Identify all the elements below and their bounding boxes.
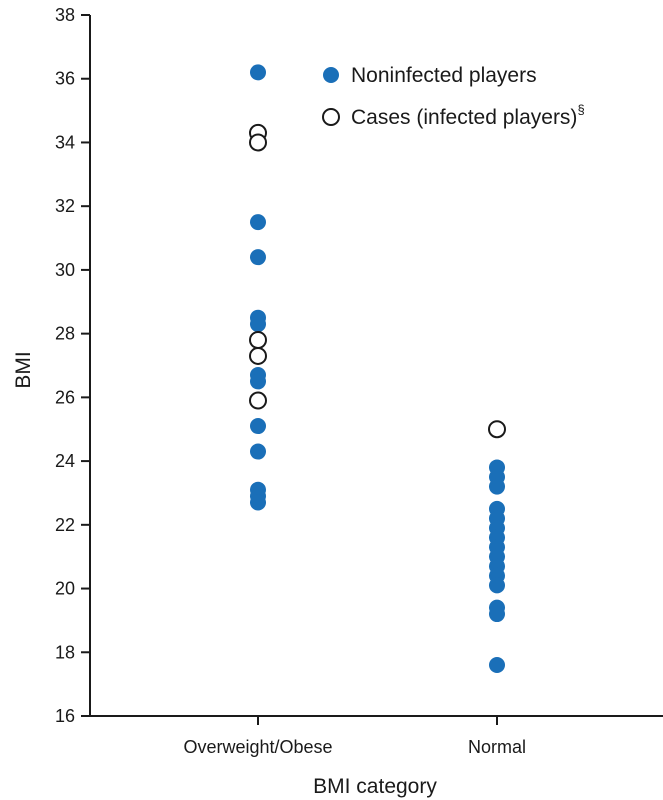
y-tick-label: 16 — [55, 706, 75, 726]
x-tick-label: Normal — [468, 737, 526, 757]
noninfected-point — [489, 657, 505, 674]
y-tick-label: 32 — [55, 196, 75, 216]
y-axis-title: BMI — [12, 351, 35, 388]
noninfected-point — [250, 418, 266, 435]
legend-label-cases-text: Cases (infected players) — [351, 106, 577, 129]
y-tick-label: 24 — [55, 451, 75, 471]
x-axis-title: BMI category — [313, 775, 437, 798]
case-point — [249, 331, 267, 350]
legend-label-cases: Cases (infected players)§ — [351, 102, 585, 129]
x-tick-label: Overweight/Obese — [183, 737, 332, 757]
y-tick-label: 36 — [55, 69, 75, 89]
case-point — [249, 391, 267, 410]
noninfected-point — [250, 494, 266, 511]
legend: Noninfected players Cases (infected play… — [322, 64, 585, 129]
y-tick-label: 30 — [55, 260, 75, 280]
y-tick-label: 20 — [55, 579, 75, 599]
noninfected-point — [250, 249, 266, 266]
y-tick-label: 26 — [55, 387, 75, 407]
case-point — [249, 346, 267, 365]
case-point — [249, 133, 267, 152]
y-tick-label: 28 — [55, 324, 75, 344]
y-tick-label: 22 — [55, 515, 75, 535]
case-point — [488, 420, 506, 439]
legend-label-cases-superscript: § — [577, 102, 584, 117]
y-tick-label: 38 — [55, 5, 75, 25]
noninfected-point — [250, 316, 266, 333]
data-points — [249, 64, 506, 674]
noninfected-point — [489, 577, 505, 594]
noninfected-point — [489, 478, 505, 495]
noninfected-point — [250, 373, 266, 390]
y-tick-label: 18 — [55, 642, 75, 662]
noninfected-point — [489, 606, 505, 623]
noninfected-point — [250, 64, 266, 81]
legend-marker-cases — [322, 108, 340, 126]
legend-marker-noninfected — [323, 67, 339, 83]
legend-label-noninfected: Noninfected players — [351, 64, 537, 87]
noninfected-point — [250, 443, 266, 460]
noninfected-point — [250, 214, 266, 231]
x-axis-ticks: Overweight/Obese Normal — [183, 716, 526, 757]
y-axis-ticks: 16 18 20 22 24 26 28 30 32 34 36 38 — [55, 5, 90, 726]
y-tick-label: 34 — [55, 132, 75, 152]
